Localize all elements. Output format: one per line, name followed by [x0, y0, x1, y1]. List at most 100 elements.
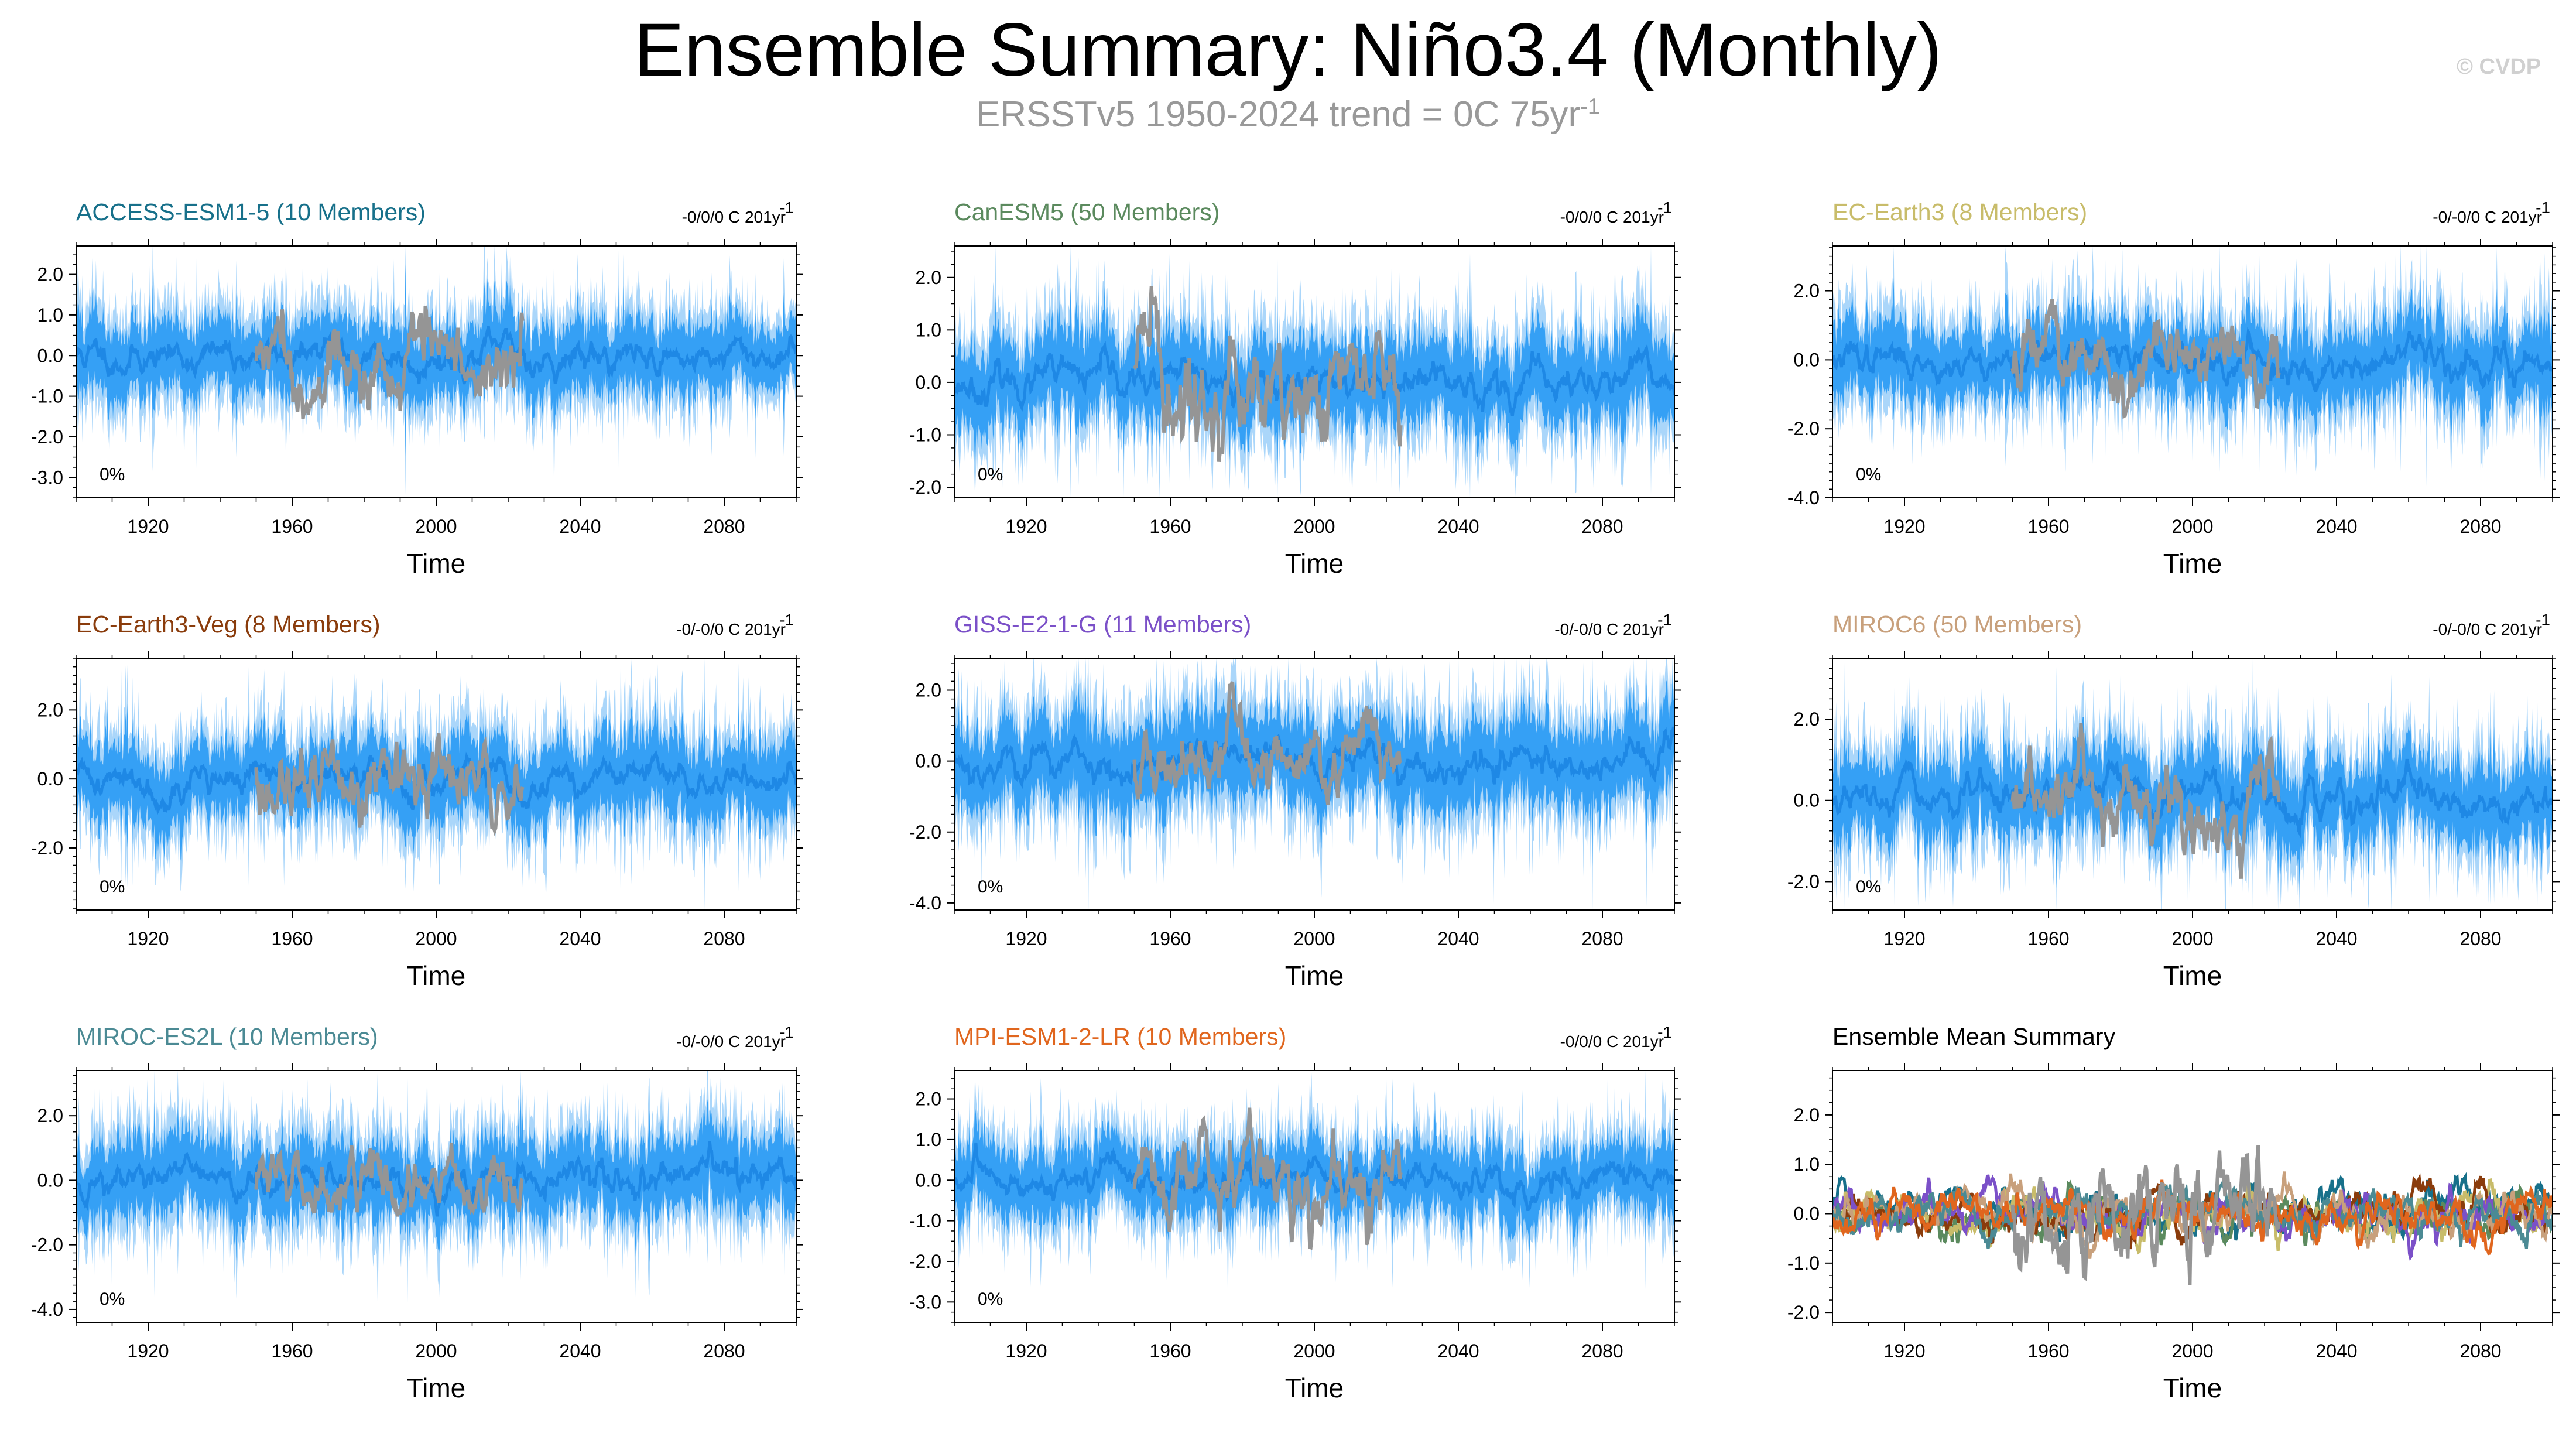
x-tick-label: 1920 — [127, 516, 169, 537]
y-tick-label: 2.0 — [37, 1105, 63, 1126]
y-tick-label: -4.0 — [31, 1299, 63, 1320]
observed-line — [254, 1142, 524, 1217]
trend-superscript: -1 — [779, 1023, 794, 1041]
x-tick-label: 1920 — [127, 928, 169, 949]
y-tick-label: -1.0 — [909, 425, 941, 446]
y-tick-label: 1.0 — [916, 1129, 941, 1150]
trend-superscript: -1 — [2536, 199, 2550, 217]
y-tick-label: 2.0 — [37, 699, 63, 720]
y-tick-label: -2.0 — [909, 822, 941, 843]
x-tick-label: 1960 — [271, 928, 313, 949]
panel-p6: 2.0 0.0 -2.0 1920 1960 2000 2040 2080 Time MIROC6… — [1787, 611, 2560, 991]
y-tick-label: -4.0 — [1787, 487, 1820, 508]
y-tick-label: 2.0 — [1794, 709, 1820, 730]
x-axis-label: Time — [1285, 548, 1344, 579]
y-tick-label: 2.0 — [1794, 281, 1820, 302]
x-tick-label: 1960 — [271, 516, 313, 537]
panel-title: EC-Earth3 (8 Members) — [1832, 199, 2087, 225]
panel-p1: 2.0 1.0 0.0 -1.0 -2.0 -3.0 1920 1960 2000 2040 208… — [31, 199, 803, 579]
y-tick-label: -2.0 — [1787, 1302, 1820, 1323]
x-tick-label: 2000 — [415, 516, 457, 537]
y-tick-label: -2.0 — [31, 1234, 63, 1256]
x-tick-label: 2040 — [559, 1340, 601, 1362]
x-tick-label: 1960 — [271, 1340, 313, 1362]
observed-line — [2010, 1145, 2281, 1285]
panel-title: MIROC-ES2L (10 Members) — [76, 1023, 378, 1050]
x-tick-label: 2080 — [703, 928, 745, 949]
x-axis-label: Time — [1285, 960, 1344, 991]
y-tick-label: -3.0 — [31, 467, 63, 488]
ensemble-spread-band — [1832, 708, 2553, 891]
x-axis-label: Time — [2163, 960, 2222, 991]
ensemble-range-band — [954, 1071, 1674, 1309]
observed-line — [2010, 299, 2281, 419]
x-tick-label: 2040 — [2315, 928, 2357, 949]
trend-superscript: -1 — [1657, 611, 1672, 629]
page-title: Ensemble Summary: Niño3.4 (Monthly) — [634, 8, 1942, 92]
x-axis-label: Time — [407, 548, 466, 579]
x-tick-label: 1920 — [1883, 516, 1925, 537]
trend-text: -0/-0/0 C 201yr — [2433, 620, 2542, 638]
x-axis-label: Time — [2163, 1373, 2222, 1403]
x-axis-label: Time — [2163, 548, 2222, 579]
ensemble-mean-line — [954, 1142, 1674, 1212]
y-tick-label: -2.0 — [909, 477, 941, 498]
y-tick-label: -3.0 — [909, 1291, 941, 1312]
percent-label: 0% — [100, 1290, 125, 1309]
x-tick-label: 2040 — [559, 516, 601, 537]
trend-superscript: -1 — [779, 611, 794, 629]
observed-line — [254, 733, 525, 837]
x-tick-label: 1920 — [1005, 516, 1047, 537]
plot-area — [954, 1071, 1674, 1309]
percent-label: 0% — [100, 465, 125, 484]
x-axis-label: Time — [407, 960, 466, 991]
y-tick-label: -2.0 — [909, 1251, 941, 1272]
y-tick-label: -1.0 — [31, 386, 63, 407]
y-tick-label: 1.0 — [916, 319, 941, 340]
panel-title: MIROC6 (50 Members) — [1832, 611, 2082, 638]
panel-p2: 2.0 1.0 0.0 -1.0 -2.0 1920 1960 2000 2040 2080 Tim… — [909, 199, 1681, 579]
y-tick-label: 0.0 — [1794, 349, 1820, 370]
trend-text: -0/0/0 C 201yr — [682, 208, 786, 226]
y-tick-label: 2.0 — [916, 267, 941, 288]
subtitle-text: ERSSTv5 1950-2024 trend = 0C 75yr — [976, 94, 1581, 135]
x-tick-label: 2040 — [2315, 1340, 2357, 1362]
trend-text: -0/-0/0 C 201yr — [2433, 208, 2542, 226]
y-tick-label: 2.0 — [1794, 1104, 1820, 1126]
panel-title: CanESM5 (50 Members) — [954, 199, 1220, 225]
x-tick-label: 2040 — [1437, 1340, 1479, 1362]
x-tick-label: 2000 — [1293, 928, 1335, 949]
percent-label: 0% — [978, 877, 1003, 897]
ensemble-mean-line — [76, 326, 796, 385]
ensemble-spread-band — [76, 1097, 796, 1264]
trend-text: -0/0/0 C 201yr — [1560, 1032, 1664, 1051]
trend-superscript: -1 — [1657, 199, 1672, 217]
observed-line — [1132, 1107, 1403, 1250]
x-tick-label: 2080 — [2459, 1340, 2501, 1362]
trend-text: -0/0/0 C 201yr — [1560, 208, 1664, 226]
y-tick-label: -1.0 — [909, 1210, 941, 1232]
observed-line — [1132, 286, 1403, 462]
subtitle-superscript: -1 — [1580, 94, 1600, 119]
y-tick-label: 0.0 — [916, 372, 941, 393]
x-tick-label: 2000 — [2171, 516, 2213, 537]
percent-label: 0% — [1856, 877, 1881, 897]
plot-area — [954, 658, 1674, 910]
plot-area — [1832, 246, 2553, 488]
y-tick-label: 0.0 — [1794, 790, 1820, 811]
y-tick-label: 2.0 — [916, 1089, 941, 1110]
y-tick-label: 0.0 — [37, 345, 63, 366]
plot-area — [1832, 1145, 2553, 1285]
trend-superscript: -1 — [2536, 611, 2550, 629]
y-tick-label: -4.0 — [909, 892, 941, 914]
trend-text: -0/-0/0 C 201yr — [676, 1032, 786, 1051]
plot-area — [1832, 658, 2553, 910]
plot-area — [76, 246, 796, 498]
x-tick-label: 2000 — [1293, 1340, 1335, 1362]
x-tick-label: 1960 — [1149, 516, 1191, 537]
y-tick-label: 1.0 — [1794, 1154, 1820, 1175]
y-tick-label: -2.0 — [31, 837, 63, 859]
panel-p5: 2.0 0.0 -2.0 -4.0 1920 1960 2000 2040 2080 Time GI… — [909, 611, 1681, 991]
x-tick-label: 2080 — [2459, 516, 2501, 537]
